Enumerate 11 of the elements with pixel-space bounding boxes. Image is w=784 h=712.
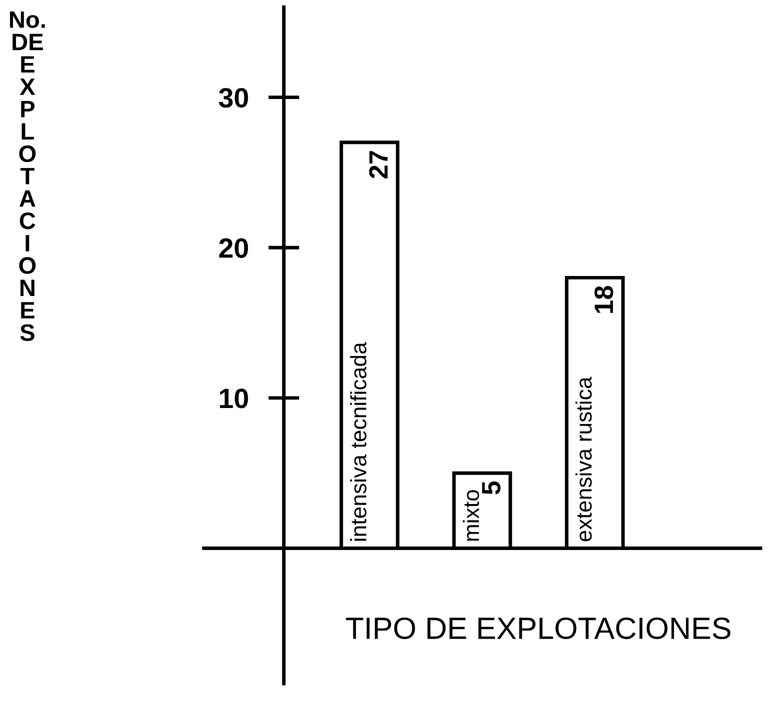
y-tick-label: 20 [219,238,248,258]
text: No. DE EXPLOTACIONES [10,12,45,341]
x-tick-label: mixto [462,490,480,541]
y-tick-label: 30 [218,88,248,108]
x-tick-label: intensiva tecnificada [350,342,366,541]
y-tick-label: 10 [220,388,248,408]
x-tick-label: extensiva rustica [575,376,592,542]
data-label: 5 [482,481,501,494]
data-label: 27 [369,151,388,178]
x-axis-title: TIPO DE EXPLOTACIONES [346,617,730,640]
data-label: 18 [594,286,614,313]
